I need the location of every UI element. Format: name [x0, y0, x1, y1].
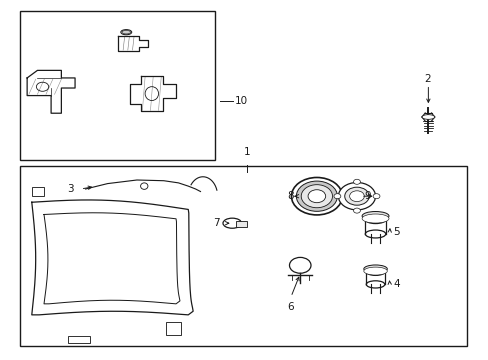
Circle shape: [333, 194, 340, 199]
Text: 5: 5: [393, 227, 400, 237]
Text: 1: 1: [243, 147, 250, 157]
Circle shape: [372, 194, 379, 199]
Text: 10: 10: [234, 96, 247, 106]
Circle shape: [338, 183, 375, 210]
Bar: [166, 322, 181, 335]
Bar: [20, 166, 466, 346]
Ellipse shape: [122, 31, 130, 34]
Text: 2: 2: [424, 74, 430, 84]
Ellipse shape: [363, 265, 386, 273]
Circle shape: [296, 181, 337, 211]
Circle shape: [353, 208, 360, 213]
Ellipse shape: [365, 216, 385, 224]
Bar: [32, 187, 44, 196]
Ellipse shape: [366, 268, 384, 275]
Circle shape: [36, 82, 49, 91]
Ellipse shape: [121, 30, 131, 35]
Bar: [20, 11, 215, 160]
Ellipse shape: [361, 211, 388, 220]
Ellipse shape: [363, 267, 386, 275]
Circle shape: [353, 179, 360, 184]
Circle shape: [289, 257, 310, 273]
Ellipse shape: [141, 183, 147, 189]
Text: 8: 8: [286, 191, 293, 201]
Ellipse shape: [365, 230, 385, 238]
Ellipse shape: [145, 87, 158, 100]
Circle shape: [291, 177, 342, 215]
Circle shape: [307, 190, 325, 203]
Bar: [236, 221, 246, 227]
Text: 7: 7: [213, 218, 220, 228]
Ellipse shape: [361, 214, 388, 223]
Text: 6: 6: [287, 302, 294, 312]
Circle shape: [349, 191, 364, 202]
Circle shape: [301, 185, 332, 208]
Bar: [68, 336, 90, 343]
Text: 3: 3: [66, 184, 73, 194]
Circle shape: [344, 187, 368, 205]
Ellipse shape: [223, 218, 241, 228]
Ellipse shape: [421, 114, 434, 120]
Text: 9: 9: [364, 191, 370, 201]
Text: 4: 4: [393, 279, 400, 289]
Ellipse shape: [366, 281, 384, 288]
